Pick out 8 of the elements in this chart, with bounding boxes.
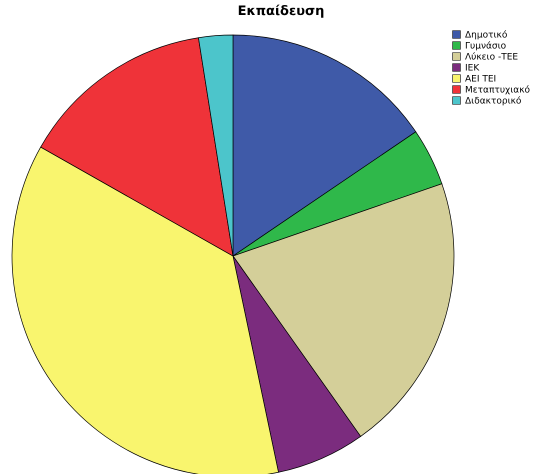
- chart-title: Εκπαίδευση: [238, 4, 324, 19]
- legend-label: Μεταπτυχιακό: [465, 84, 531, 96]
- legend-label: ΑΕΙ ΤΕΙ: [465, 74, 496, 84]
- legend-label: ΙΕΚ: [465, 64, 480, 74]
- legend-label: Γυμνάσιο: [465, 40, 507, 52]
- legend-label: Λύκειο -ΤΕΕ: [465, 52, 518, 62]
- legend-label: Διδακτορικό: [465, 96, 522, 106]
- legend-label: Δημοτικό: [465, 30, 508, 40]
